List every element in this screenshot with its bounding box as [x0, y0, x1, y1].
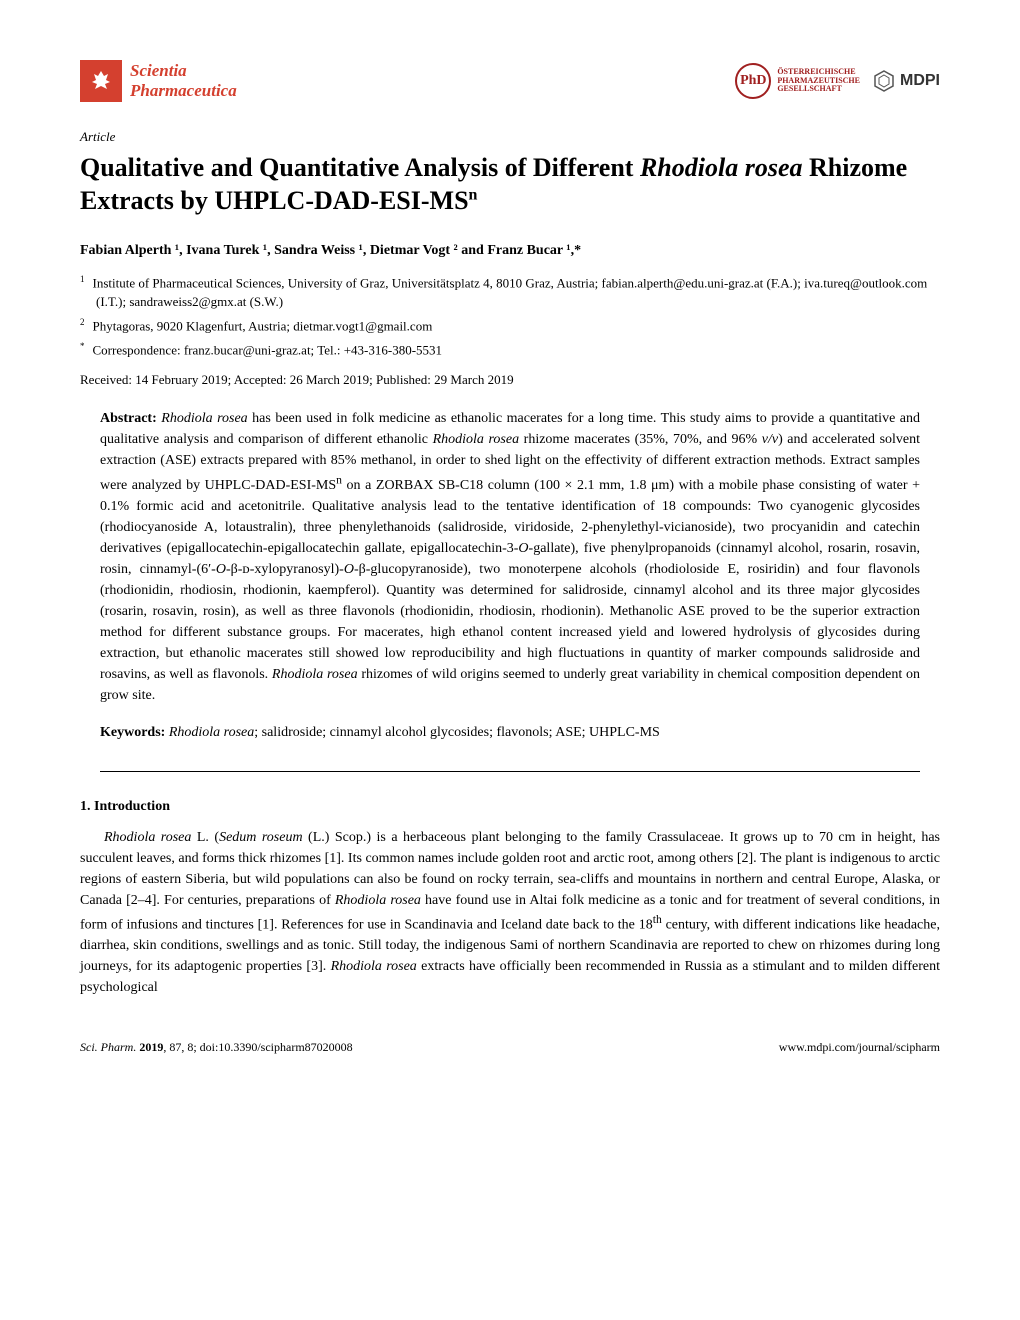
- mdpi-text: MDPI: [900, 69, 940, 93]
- oesterr-circle-icon: PhD: [735, 63, 771, 99]
- abstract-label: Abstract:: [100, 411, 161, 426]
- abstract: Abstract: Rhodiola rosea has been used i…: [80, 408, 940, 706]
- affiliations: 1Institute of Pharmaceutical Sciences, U…: [80, 273, 940, 360]
- article-type: Article: [80, 127, 940, 147]
- oesterr-text: ÖSTERREICHISCHE PHARMAZEUTISCHE GESELLSC…: [777, 68, 860, 94]
- abstract-text: Rhodiola rosea has been used in folk med…: [100, 411, 920, 703]
- affiliation-item: 1Institute of Pharmaceutical Sciences, U…: [80, 273, 940, 312]
- keywords: Keywords: Rhodiola rosea; salidroside; c…: [80, 722, 940, 743]
- header-row: Scientia Pharmaceutica PhD ÖSTERREICHISC…: [80, 60, 940, 102]
- article-title: Qualitative and Quantitative Analysis of…: [80, 151, 940, 219]
- section-heading: 1. Introduction: [80, 796, 940, 817]
- affiliation-item: *Correspondence: franz.bucar@uni-graz.at…: [80, 340, 940, 360]
- journal-logo: Scientia Pharmaceutica: [80, 60, 237, 102]
- journal-name-line1: Scientia: [130, 61, 237, 81]
- mdpi-badge: MDPI: [872, 69, 940, 93]
- footer-left: Sci. Pharm. 2019, 87, 8; doi:10.3390/sci…: [80, 1038, 353, 1056]
- journal-name-line2: Pharmaceutica: [130, 81, 237, 101]
- journal-logo-icon: [80, 60, 122, 102]
- oesterr-badge: PhD ÖSTERREICHISCHE PHARMAZEUTISCHE GESE…: [735, 63, 860, 99]
- affiliation-item: 2Phytagoras, 9020 Klagenfurt, Austria; d…: [80, 316, 940, 336]
- keywords-label: Keywords:: [100, 725, 169, 740]
- footer-right: www.mdpi.com/journal/scipharm: [779, 1038, 940, 1056]
- authors: Fabian Alperth ¹, Ivana Turek ¹, Sandra …: [80, 240, 940, 261]
- publisher-logos: PhD ÖSTERREICHISCHE PHARMAZEUTISCHE GESE…: [735, 63, 940, 99]
- keywords-text: Rhodiola rosea; salidroside; cinnamyl al…: [169, 725, 660, 740]
- journal-name: Scientia Pharmaceutica: [130, 61, 237, 102]
- introduction-text: Rhodiola rosea L. (Sedum roseum (L.) Sco…: [80, 827, 940, 999]
- publication-dates: Received: 14 February 2019; Accepted: 26…: [80, 370, 940, 390]
- divider: [100, 771, 920, 772]
- mdpi-hex-icon: [872, 69, 896, 93]
- footer: Sci. Pharm. 2019, 87, 8; doi:10.3390/sci…: [80, 1038, 940, 1056]
